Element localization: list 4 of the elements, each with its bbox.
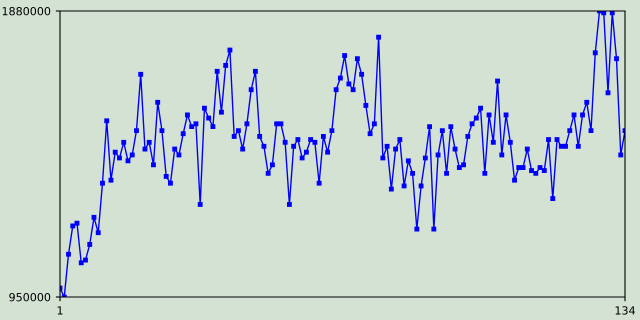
y-tick-label: 1880000 [2, 6, 50, 16]
x-tick-label: 1 [58, 306, 63, 314]
x-tick-label: 134 [616, 306, 635, 315]
y-tick-label: 950000 [9, 292, 50, 302]
